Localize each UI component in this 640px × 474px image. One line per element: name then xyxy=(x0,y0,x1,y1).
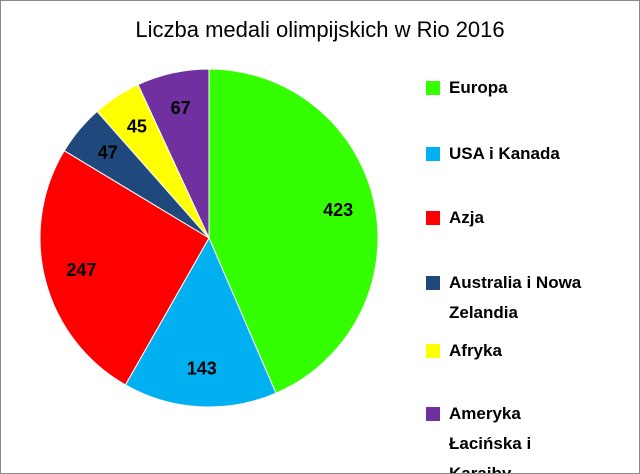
legend-item: Australia i Nowa Zelandia xyxy=(426,268,596,328)
legend-label: USA i Kanada xyxy=(449,144,560,163)
legend-swatch xyxy=(426,276,440,290)
chart-title: Liczba medali olimpijskich w Rio 2016 xyxy=(135,17,504,42)
legend-swatch xyxy=(426,147,440,161)
data-label: 67 xyxy=(171,98,191,118)
legend-item: Ameryka Łacińska i Karaiby xyxy=(426,399,596,474)
legend-item: USA i Kanada xyxy=(426,139,596,169)
pie-slice xyxy=(208,68,379,394)
legend-label: Azja xyxy=(449,208,484,227)
legend-swatch xyxy=(426,407,440,421)
legend-label: Europa xyxy=(449,78,508,97)
legend-item: Azja xyxy=(426,203,596,233)
data-label: 45 xyxy=(127,116,147,136)
legend-label: Ameryka Łacińska i Karaiby xyxy=(449,404,532,474)
data-label: 247 xyxy=(66,260,96,280)
data-label: 47 xyxy=(98,142,118,162)
legend-item: Europa xyxy=(426,73,596,103)
pie-slice xyxy=(39,149,210,386)
legend-swatch xyxy=(426,81,440,95)
legend-swatch xyxy=(426,344,440,358)
legend-label: Afryka xyxy=(449,341,502,360)
data-label: 143 xyxy=(187,358,217,378)
pie-slice xyxy=(124,236,277,408)
pie-slice xyxy=(137,68,210,239)
legend-label: Australia i Nowa Zelandia xyxy=(449,273,582,322)
legend-item: Afryka xyxy=(426,336,596,366)
legend-swatch xyxy=(426,211,440,225)
data-label: 423 xyxy=(323,200,353,220)
